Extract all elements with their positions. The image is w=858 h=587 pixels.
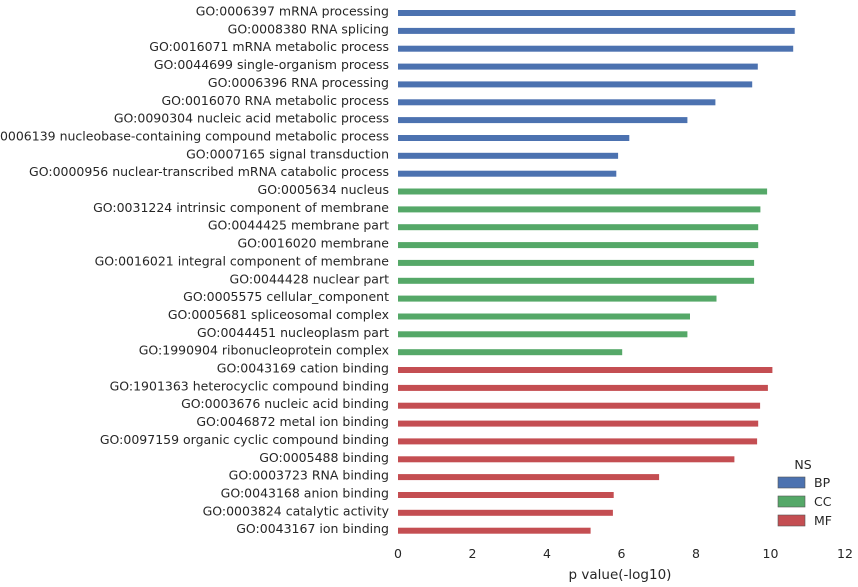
category-label: GO:0044699 single-organism process — [154, 57, 389, 72]
category-label: GO:0090304 nucleic acid metabolic proces… — [114, 111, 389, 126]
bar-cc — [398, 295, 717, 302]
legend-label-cc: CC — [814, 494, 832, 509]
bar-cc — [398, 224, 759, 231]
bar-mf — [398, 420, 759, 427]
bar-mf — [398, 367, 773, 373]
legend: NS BP CC MF — [777, 457, 832, 528]
x-tick-label: 4 — [543, 546, 551, 561]
legend-label-bp: BP — [814, 475, 831, 490]
legend-swatch-cc — [777, 495, 806, 508]
x-tick-label: 12 — [837, 546, 853, 561]
bar-mf — [398, 456, 735, 463]
category-label: GO:0043168 anion binding — [221, 486, 389, 501]
category-label: GO:0043169 cation binding — [217, 361, 389, 376]
category-label: GO:0005575 cellular_component — [183, 289, 389, 304]
bar-cc — [398, 349, 623, 356]
category-label: GO:0016021 integral component of membran… — [95, 253, 390, 268]
bar-cc — [398, 242, 759, 249]
category-label: GO:0003723 RNA binding — [229, 468, 389, 483]
bar-cc — [398, 331, 688, 338]
bar-mf — [398, 509, 613, 516]
category-label: GO:0046872 metal ion binding — [196, 414, 389, 429]
x-axis-ticks: 0 2 4 6 8 10 12 — [394, 546, 853, 561]
category-label: GO:0044425 membrane part — [208, 218, 389, 233]
x-tick-label: 0 — [394, 546, 402, 561]
bar-bp — [398, 170, 617, 177]
bar-cc — [398, 277, 755, 284]
category-label: GO:0097159 organic cyclic compound bindi… — [100, 432, 389, 447]
category-label: GO:0008380 RNA splicing — [228, 21, 389, 36]
bar-mf — [398, 438, 758, 445]
category-label: GO:0005488 binding — [259, 450, 389, 465]
category-label: GO:0003824 catalytic activity — [203, 503, 390, 518]
legend-swatch-mf — [777, 514, 806, 527]
category-label: GO:0044428 nuclear part — [230, 271, 390, 286]
bar-bp — [398, 81, 753, 88]
bar-cc — [398, 188, 768, 195]
x-tick-label: 10 — [763, 546, 779, 561]
bar-cc — [398, 313, 690, 320]
category-label: GO:0005681 spliceosomal complex — [168, 307, 389, 322]
bar-bp — [398, 10, 796, 16]
category-label: GO:0003676 nucleic acid binding — [181, 396, 389, 411]
bar-bp — [398, 63, 758, 70]
category-label: GO:0044451 nucleoplasm part — [197, 325, 389, 340]
category-labels: GO:0006397 mRNA processing GO:0008380 RNA… — [0, 4, 390, 537]
bar-mf — [398, 527, 591, 534]
category-label: GO:0043167 ion binding — [236, 521, 389, 536]
x-axis-label: p value(-log10) — [569, 567, 672, 583]
legend-swatch-bp — [777, 476, 806, 489]
bar-mf — [398, 474, 660, 481]
bar-cc — [398, 259, 755, 266]
bars-group — [398, 10, 796, 534]
bar-bp — [398, 117, 688, 124]
bar-bp — [398, 45, 794, 52]
category-label: GO:1990904 ribonucleoprotein complex — [139, 343, 389, 358]
x-tick-label: 8 — [692, 546, 700, 561]
bar-bp — [398, 135, 630, 141]
bar-bp — [398, 152, 619, 159]
category-label: GO:0016020 membrane — [237, 236, 389, 251]
bar-cc — [398, 206, 761, 213]
x-tick-label: 6 — [618, 546, 626, 561]
bar-bp — [398, 99, 716, 106]
bar-mf — [398, 384, 768, 391]
bar-mf — [398, 402, 761, 409]
category-label: GO:0006139 nucleobase-containing compoun… — [0, 129, 389, 144]
x-tick-label: 2 — [469, 546, 477, 561]
category-label: GO:0006396 RNA processing — [208, 75, 389, 90]
category-label: GO:1901363 heterocyclic compound binding — [110, 378, 389, 393]
category-label: GO:0016071 mRNA metabolic process — [149, 39, 389, 54]
bar-bp — [398, 27, 795, 34]
category-label: GO:0007165 signal transduction — [186, 146, 389, 161]
category-label: GO:0006397 mRNA processing — [196, 4, 389, 19]
bar-mf — [398, 492, 614, 498]
legend-title: NS — [794, 457, 811, 472]
category-label: GO:0031224 intrinsic component of membra… — [93, 200, 389, 215]
category-label: GO:0016070 RNA metabolic process — [161, 93, 389, 108]
legend-label-mf: MF — [814, 513, 832, 528]
category-label: GO:0000956 nuclear-transcribed mRNA cata… — [29, 164, 389, 179]
category-label: GO:0005634 nucleus — [258, 182, 389, 197]
